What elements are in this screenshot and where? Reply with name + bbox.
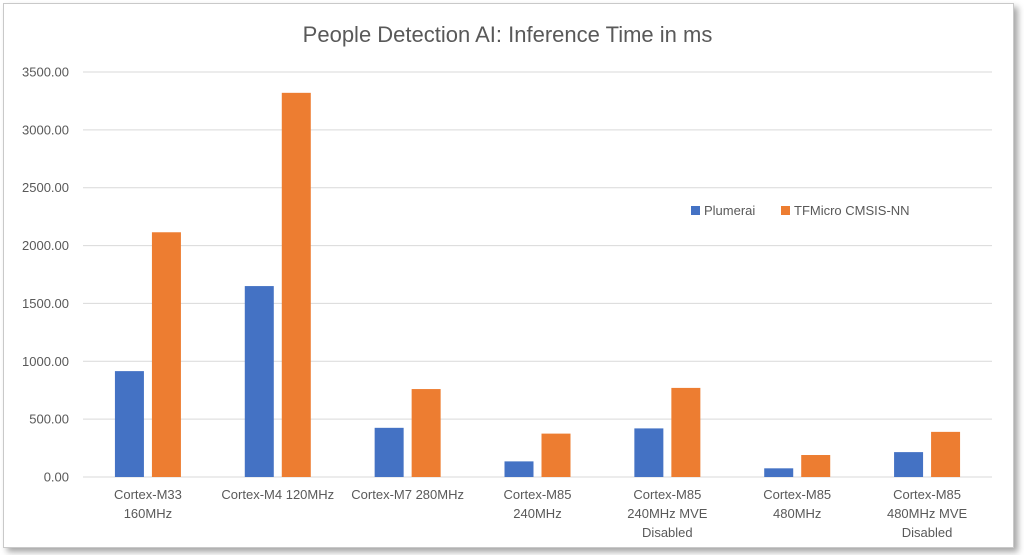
y-tick-label: 2500.00: [22, 180, 69, 195]
legend-swatch: [781, 206, 790, 215]
x-category-label: Cortex-M7 280MHz: [351, 487, 464, 502]
x-category-label: 240MHz MVE: [627, 506, 708, 521]
bar-plumerai: [374, 427, 404, 477]
bar-plumerai: [634, 428, 664, 477]
x-category-label: 480MHz: [773, 506, 821, 521]
x-category-label: Cortex-M85: [763, 487, 831, 502]
chart-frame: People Detection AI: Inference Time in m…: [3, 3, 1014, 548]
chart-title: People Detection AI: Inference Time in m…: [303, 22, 713, 47]
legend-label: TFMicro CMSIS-NN: [794, 203, 910, 218]
legend-label: Plumerai: [704, 203, 755, 218]
x-category-label: 240MHz: [513, 506, 561, 521]
bar-tfmicro: [931, 431, 961, 477]
x-category-label: 480MHz MVE: [887, 506, 968, 521]
legend-swatch: [691, 206, 700, 215]
bar-plumerai: [894, 452, 924, 477]
bar-tfmicro: [671, 387, 701, 477]
bar-plumerai: [504, 461, 534, 477]
y-tick-label: 1500.00: [22, 296, 69, 311]
x-category-label: Cortex-M4 120MHz: [221, 487, 334, 502]
x-category-label: Cortex-M85: [633, 487, 701, 502]
bar-tfmicro: [411, 389, 441, 477]
x-category-label: Disabled: [642, 525, 693, 540]
x-category-label: Cortex-M33: [114, 487, 182, 502]
x-category-label: Cortex-M85: [893, 487, 961, 502]
bar-tfmicro: [541, 433, 571, 477]
x-category-label: 160MHz: [124, 506, 172, 521]
y-tick-label: 3000.00: [22, 122, 69, 137]
y-tick-label: 2000.00: [22, 238, 69, 253]
bar-tfmicro: [151, 232, 181, 477]
y-tick-label: 0.00: [44, 470, 69, 485]
x-category-label: Disabled: [902, 525, 953, 540]
bar-tfmicro: [281, 92, 311, 477]
bar-plumerai: [764, 468, 794, 477]
y-tick-label: 500.00: [29, 412, 69, 427]
y-tick-label: 1000.00: [22, 354, 69, 369]
x-category-label: Cortex-M85: [504, 487, 572, 502]
bar-chart: People Detection AI: Inference Time in m…: [22, 22, 992, 540]
bar-tfmicro: [801, 455, 831, 477]
bar-plumerai: [244, 286, 274, 477]
y-tick-label: 3500.00: [22, 65, 69, 80]
bar-plumerai: [114, 371, 144, 477]
